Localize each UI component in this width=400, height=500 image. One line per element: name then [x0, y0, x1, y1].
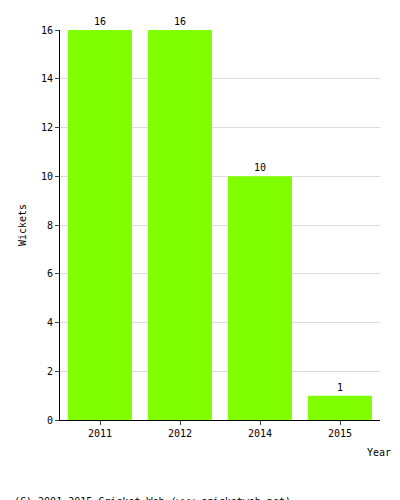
svg-text:1: 1	[337, 382, 343, 393]
svg-text:2015: 2015	[328, 428, 352, 439]
svg-text:12: 12	[41, 122, 53, 133]
svg-text:6: 6	[47, 268, 53, 279]
svg-text:16: 16	[94, 16, 106, 27]
svg-text:0: 0	[47, 415, 53, 426]
svg-text:16: 16	[41, 25, 53, 36]
svg-text:10: 10	[41, 171, 53, 182]
svg-text:Wickets: Wickets	[17, 204, 28, 246]
svg-text:2014: 2014	[248, 428, 272, 439]
svg-text:2012: 2012	[168, 428, 192, 439]
svg-text:14: 14	[41, 73, 53, 84]
svg-text:8: 8	[47, 220, 53, 231]
svg-text:4: 4	[47, 317, 53, 328]
svg-text:10: 10	[254, 162, 266, 173]
svg-text:(C) 2001-2015 Cricket Web (www: (C) 2001-2015 Cricket Web (www.cricketwe…	[14, 496, 291, 500]
svg-text:Year: Year	[367, 447, 391, 458]
svg-text:16: 16	[174, 16, 186, 27]
svg-text:2: 2	[47, 366, 53, 377]
svg-text:2011: 2011	[88, 428, 112, 439]
